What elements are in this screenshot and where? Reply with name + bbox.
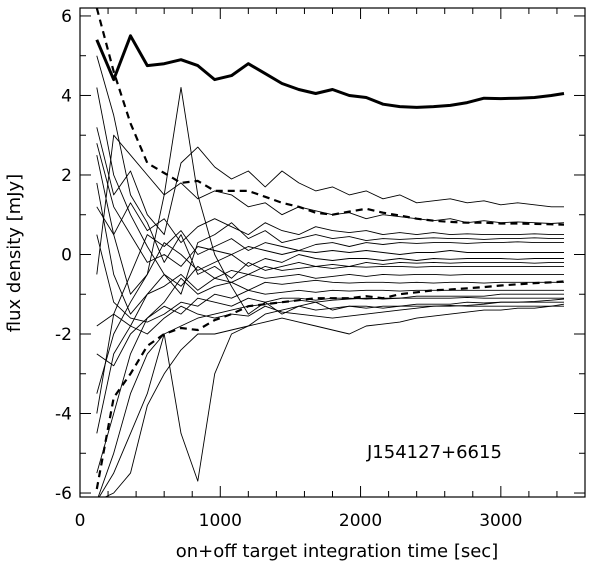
series-line-19 (104, 303, 565, 497)
series-line-7 (96, 230, 564, 327)
y-tick-label: 0 (61, 245, 72, 265)
series-layer (95, 8, 565, 497)
y-axis-label: flux density [mJy] (4, 174, 25, 332)
y-tick-label: 2 (61, 166, 72, 186)
series-line-10 (96, 55, 564, 279)
axes-layer: 0 1000 2000 3000 -6 -4 -2 0 2 4 6 (55, 7, 586, 531)
series-line-0 (95, 34, 565, 109)
y-tick-label: -6 (55, 484, 72, 504)
source-annotation: J154127+6615 (366, 442, 502, 463)
series-line-6 (96, 87, 564, 295)
series-line-16 (97, 296, 564, 497)
labels-layer: on+off target integration time [sec] flu… (4, 174, 502, 562)
series-line-2 (95, 280, 565, 490)
x-axis-label: on+off target integration time [sec] (176, 541, 498, 562)
series-line-1 (95, 8, 565, 226)
y-tick-label: 6 (61, 7, 72, 27)
x-tick-label: 3000 (479, 511, 522, 531)
series-line-17 (98, 301, 564, 497)
x-tick-label: 2000 (339, 511, 382, 531)
series-line-18 (96, 87, 564, 315)
series-line-15 (96, 293, 564, 367)
y-tick-label: -4 (55, 405, 72, 425)
x-tick-label: 1000 (199, 511, 242, 531)
series-line-13 (96, 277, 564, 474)
series-line-11 (96, 265, 564, 434)
series-line-4 (96, 134, 565, 275)
series-line-3 (96, 127, 564, 236)
y-tick-label: 4 (61, 86, 72, 106)
y-tick-label: -2 (55, 325, 72, 345)
series-line-20 (96, 298, 565, 414)
x-tick-label: 0 (75, 511, 86, 531)
series-line-5 (96, 202, 564, 244)
series-line-12 (96, 182, 564, 315)
series-line-14 (96, 234, 564, 323)
series-line-8 (96, 143, 564, 267)
series-line-9 (96, 242, 564, 394)
